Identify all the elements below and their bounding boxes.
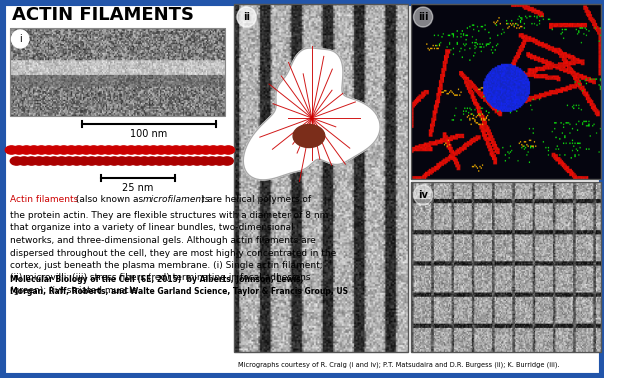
Ellipse shape: [95, 146, 108, 154]
Ellipse shape: [55, 157, 68, 165]
Ellipse shape: [198, 157, 211, 165]
Ellipse shape: [10, 157, 23, 165]
Ellipse shape: [169, 146, 182, 154]
Ellipse shape: [93, 157, 105, 165]
Ellipse shape: [71, 157, 83, 165]
Text: iv: iv: [418, 190, 428, 200]
Ellipse shape: [293, 124, 324, 147]
Ellipse shape: [20, 146, 33, 154]
Text: ii: ii: [243, 12, 250, 22]
Text: microfilaments: microfilaments: [143, 195, 210, 204]
Bar: [411, 4, 600, 179]
Ellipse shape: [33, 157, 45, 165]
Text: Micrographs courtesy of R. Craig (i and iv); P.T. Matsudaira and D.R. Burgess (i: Micrographs courtesy of R. Craig (i and …: [238, 362, 559, 369]
Ellipse shape: [147, 146, 160, 154]
Ellipse shape: [50, 146, 62, 154]
Bar: [411, 182, 600, 352]
Ellipse shape: [140, 146, 152, 154]
Ellipse shape: [146, 157, 158, 165]
Circle shape: [237, 7, 256, 27]
Ellipse shape: [214, 157, 226, 165]
Ellipse shape: [125, 146, 137, 154]
Ellipse shape: [200, 146, 212, 154]
Ellipse shape: [18, 157, 30, 165]
Polygon shape: [243, 48, 380, 180]
Ellipse shape: [215, 146, 227, 154]
Text: (also known as: (also known as: [73, 195, 146, 204]
Text: iii: iii: [418, 12, 428, 22]
Ellipse shape: [25, 157, 38, 165]
Ellipse shape: [108, 157, 120, 165]
Ellipse shape: [101, 157, 113, 165]
Ellipse shape: [78, 157, 91, 165]
Circle shape: [413, 7, 433, 27]
Ellipse shape: [177, 146, 190, 154]
Ellipse shape: [5, 146, 18, 154]
Ellipse shape: [206, 157, 218, 165]
Ellipse shape: [28, 146, 40, 154]
Ellipse shape: [155, 146, 168, 154]
Ellipse shape: [176, 157, 188, 165]
Ellipse shape: [168, 157, 181, 165]
Circle shape: [413, 185, 433, 205]
Ellipse shape: [117, 146, 130, 154]
Ellipse shape: [161, 157, 173, 165]
Ellipse shape: [138, 157, 151, 165]
Text: ) are helical polymers of: ) are helical polymers of: [200, 195, 311, 204]
Ellipse shape: [207, 146, 220, 154]
Ellipse shape: [153, 157, 166, 165]
Ellipse shape: [48, 157, 60, 165]
Ellipse shape: [222, 146, 234, 154]
Ellipse shape: [163, 146, 175, 154]
Ellipse shape: [130, 157, 143, 165]
Ellipse shape: [65, 146, 77, 154]
Ellipse shape: [191, 157, 203, 165]
Ellipse shape: [185, 146, 197, 154]
Text: the protein actin. They are flexible structures with a diameter of 8 nm
that org: the protein actin. They are flexible str…: [9, 211, 336, 295]
Ellipse shape: [115, 157, 128, 165]
Ellipse shape: [35, 146, 48, 154]
Ellipse shape: [132, 146, 145, 154]
Text: i: i: [19, 34, 21, 44]
Ellipse shape: [123, 157, 135, 165]
Bar: [234, 4, 408, 352]
Ellipse shape: [103, 146, 115, 154]
FancyBboxPatch shape: [0, 0, 604, 378]
Ellipse shape: [80, 146, 93, 154]
Ellipse shape: [43, 146, 55, 154]
Ellipse shape: [183, 157, 196, 165]
Ellipse shape: [63, 157, 76, 165]
Ellipse shape: [110, 146, 122, 154]
Ellipse shape: [40, 157, 53, 165]
Ellipse shape: [57, 146, 70, 154]
Text: 25 nm: 25 nm: [122, 183, 153, 193]
Ellipse shape: [13, 146, 25, 154]
Ellipse shape: [88, 146, 100, 154]
Ellipse shape: [72, 146, 85, 154]
Text: Actin filaments: Actin filaments: [9, 195, 78, 204]
Text: 100 nm: 100 nm: [130, 129, 168, 139]
Circle shape: [11, 30, 29, 48]
Ellipse shape: [86, 157, 98, 165]
Text: ACTIN FILAMENTS: ACTIN FILAMENTS: [11, 6, 193, 24]
Text: Molecular Biology of the Cell (6E, 2015)  by Alberts, Johnson, Lewis,
Morgan, Ra: Molecular Biology of the Cell (6E, 2015)…: [9, 275, 348, 296]
Ellipse shape: [192, 146, 205, 154]
Ellipse shape: [221, 157, 233, 165]
Bar: [9, 28, 226, 116]
